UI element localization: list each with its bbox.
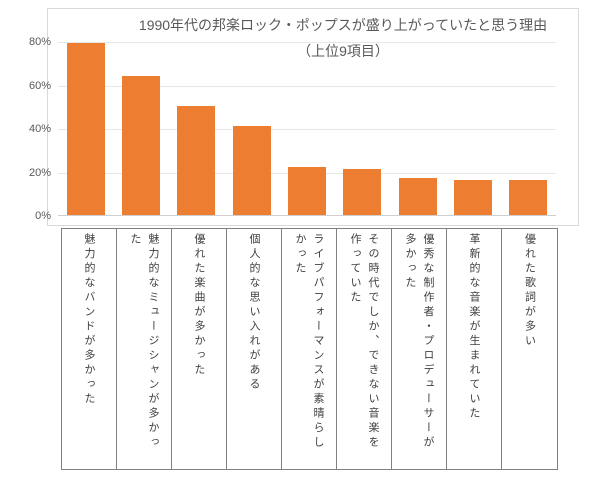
category-label-8: 革新的な音楽が生まれていた: [468, 233, 480, 422]
bar-2: [122, 75, 160, 215]
bar-5: [288, 167, 326, 215]
bar-6: [343, 169, 382, 215]
category-label-1: 魅力的なバンドが多かった: [83, 233, 95, 407]
category-table: 魅力的なバンドが多かった 魅力的なミュージシャンが多かった 優れた楽曲が多かった 個人…: [61, 228, 558, 470]
category-cell-2: 魅力的なミュージシャンが多かった: [117, 229, 172, 469]
y-tick-label-80pct: 80%: [28, 36, 51, 48]
x-axis-line: [58, 215, 556, 216]
bar-4: [232, 125, 271, 215]
bar-9: [509, 180, 548, 215]
category-cell-3: 優れた楽曲が多かった: [172, 229, 227, 469]
category-cell-9: 優れた歌詞が多い: [502, 229, 557, 469]
category-cell-5: ライブパフォーマンスが素晴らしかった: [282, 229, 337, 469]
bar-7: [398, 178, 437, 215]
category-cell-1: 魅力的なバンドが多かった: [62, 229, 117, 469]
bar-8: [454, 180, 492, 215]
category-cell-8: 革新的な音楽が生まれていた: [447, 229, 502, 469]
gridline-60pct: [58, 85, 556, 87]
category-label-9: 優れた歌詞が多い: [523, 233, 536, 349]
category-label-6: その時代でしか、できない音楽を作っていた: [349, 233, 379, 451]
bar-3: [177, 106, 216, 215]
gridline-80pct: [58, 42, 556, 43]
category-label-7: 優秀な制作者・プロデューサーが多かった: [404, 233, 434, 451]
category-cell-7: 優秀な制作者・プロデューサーが多かった: [392, 229, 447, 469]
category-label-2: 魅力的なミュージシャンが多かった: [129, 233, 159, 451]
plot-area: [58, 42, 556, 216]
y-tick-label-0pct: 0%: [35, 210, 51, 222]
y-tick-label-40pct: 40%: [28, 123, 51, 135]
bar-1: [66, 43, 105, 215]
category-cell-4: 個人的な思い入れがある: [227, 229, 282, 469]
category-label-5: ライブパフォーマンスが素晴らしかった: [294, 233, 324, 451]
gridline-40pct: [58, 129, 556, 130]
category-cell-6: その時代でしか、できない音楽を作っていた: [337, 229, 392, 469]
y-tick-label-20pct: 20%: [28, 166, 51, 179]
y-tick-label-60pct: 60%: [28, 79, 51, 92]
category-label-4: 個人的な思い入れがある: [248, 233, 260, 393]
category-label-3: 優れた楽曲が多かった: [193, 233, 205, 378]
